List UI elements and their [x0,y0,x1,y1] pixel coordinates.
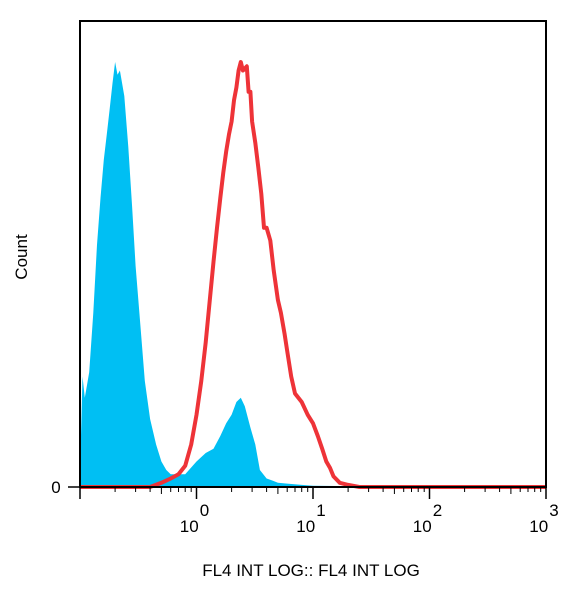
x-tick-label: 100 [180,501,209,536]
plot-marks [80,60,546,489]
y-axis-label: Count [12,234,31,280]
x-ticks: 100 101 102 103 [79,487,559,536]
series-line-histogram [80,60,546,489]
x-tick-label: 101 [296,501,325,536]
x-tick-label: 102 [413,501,442,536]
x-tick-label: 103 [529,501,558,536]
y-ticks: 0 [51,478,60,497]
y-tick-label: 0 [51,478,60,497]
series-filled-histogram [80,62,546,487]
x-axis-label: FL4 INT LOG:: FL4 INT LOG [202,561,420,580]
plot-frame [79,20,547,488]
